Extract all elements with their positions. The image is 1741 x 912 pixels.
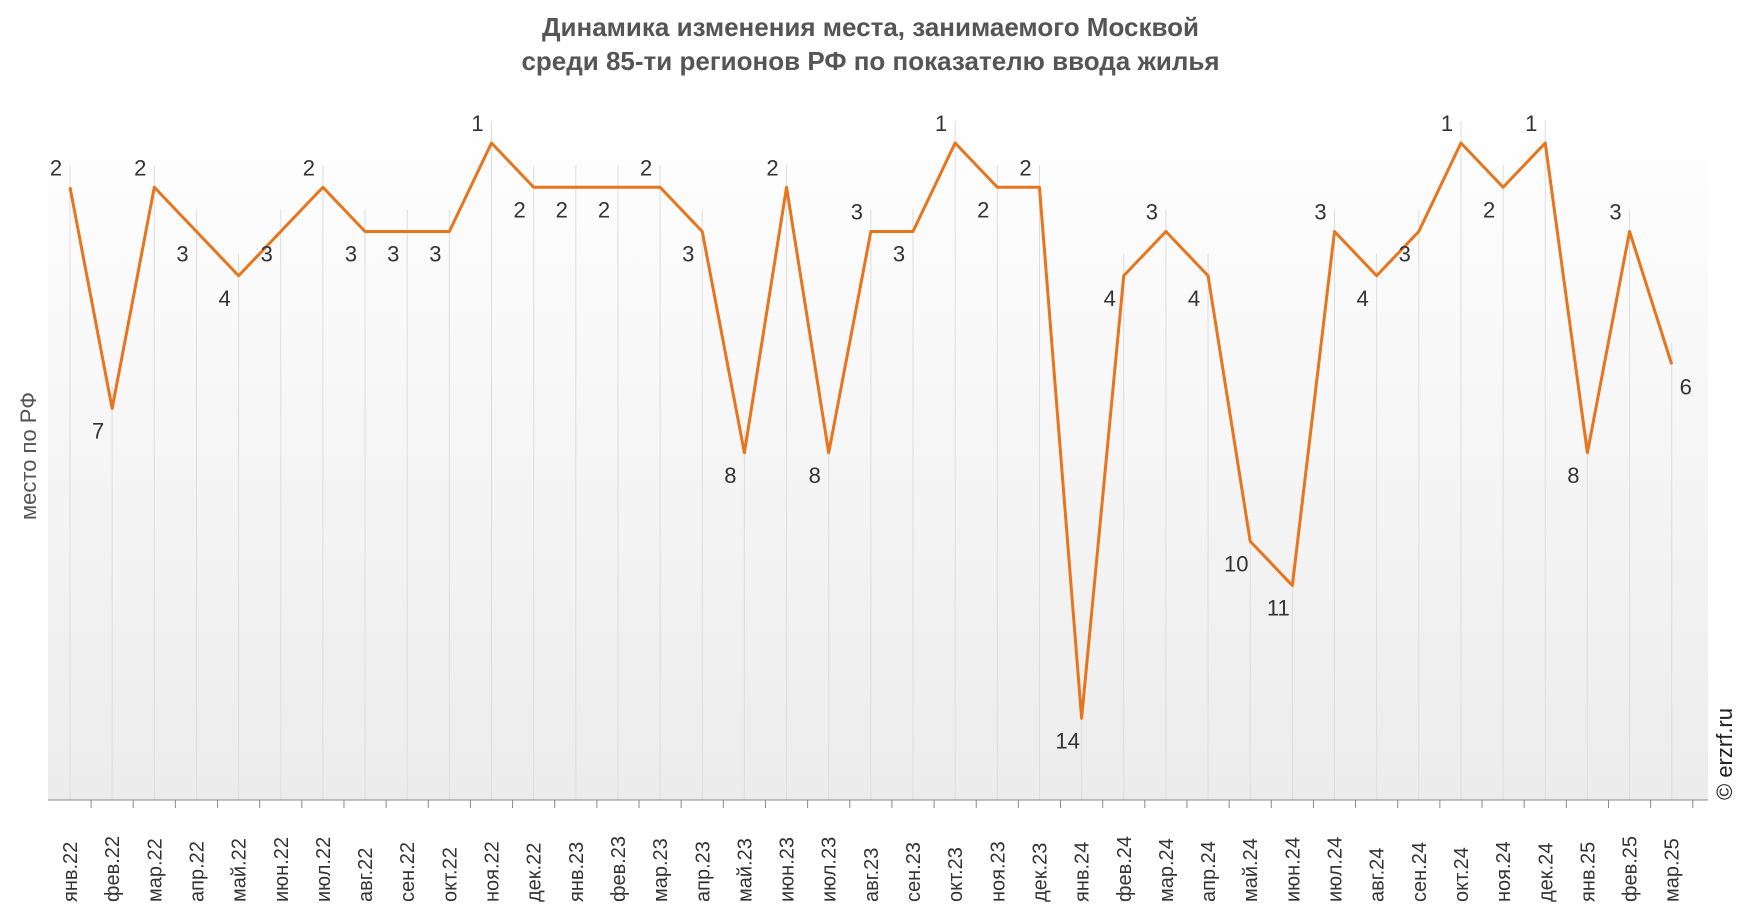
series-polyline xyxy=(68,141,1674,720)
data-label: 8 xyxy=(1567,463,1579,488)
data-label: 3 xyxy=(176,242,188,267)
x-tick-label: мар.22 xyxy=(144,838,166,902)
data-label: 2 xyxy=(598,197,610,222)
plot-area xyxy=(48,100,1708,800)
x-tick-label: янв.23 xyxy=(566,842,588,902)
x-tick-label: июн.22 xyxy=(271,837,293,902)
data-label: 4 xyxy=(218,286,230,311)
data-label: 7 xyxy=(92,419,104,444)
data-label: 4 xyxy=(1357,286,1369,311)
x-tick-label: ноя.22 xyxy=(482,841,504,902)
data-label: 2 xyxy=(514,197,526,222)
x-tick-label: дек.22 xyxy=(524,843,546,902)
data-label: 14 xyxy=(1055,728,1079,753)
x-tick-label: май.23 xyxy=(734,838,756,902)
data-label: 6 xyxy=(1680,374,1692,399)
x-tick-label: май.22 xyxy=(229,838,251,902)
x-tick-label: окт.23 xyxy=(945,847,967,902)
data-label: 10 xyxy=(1224,551,1248,576)
x-tick-label: апр.22 xyxy=(186,841,208,902)
x-tick-label: авг.22 xyxy=(355,848,377,902)
x-tick-label: фев.25 xyxy=(1620,836,1642,902)
data-label: 3 xyxy=(893,242,905,267)
x-tick-label: мар.24 xyxy=(1156,838,1178,902)
x-tick-label: ноя.24 xyxy=(1493,841,1515,902)
data-label: 2 xyxy=(303,155,315,180)
data-label: 1 xyxy=(935,111,947,136)
x-tick-label: сен.23 xyxy=(903,842,925,902)
x-tick-label: дек.24 xyxy=(1535,843,1557,902)
data-label: 1 xyxy=(1525,111,1537,136)
x-tick-label: ноя.23 xyxy=(987,841,1009,902)
x-tick-label: сен.22 xyxy=(397,842,419,902)
chart-title-line2: среди 85-ти регионов РФ по показателю вв… xyxy=(521,46,1220,76)
data-label: 3 xyxy=(682,242,694,267)
data-label: 3 xyxy=(1609,200,1621,225)
data-label: 1 xyxy=(1441,111,1453,136)
chart-title: Динамика изменения места, занимаемого Мо… xyxy=(0,10,1741,78)
x-tick-label: апр.24 xyxy=(1198,841,1220,902)
x-axis-ticks xyxy=(90,800,1694,808)
x-tick-label: авг.23 xyxy=(861,848,883,902)
data-label: 3 xyxy=(345,242,357,267)
x-tick-label: мар.25 xyxy=(1662,838,1684,902)
x-tick-label: фев.22 xyxy=(102,836,124,902)
data-label: 3 xyxy=(1146,200,1158,225)
x-tick-label: июл.22 xyxy=(313,837,335,902)
data-label: 11 xyxy=(1267,596,1290,621)
data-label: 8 xyxy=(724,463,736,488)
data-label: 3 xyxy=(387,242,399,267)
x-tick-label: янв.25 xyxy=(1577,842,1599,902)
x-tick-label: июл.23 xyxy=(819,837,841,902)
watermark: © erzrf.ru xyxy=(1712,708,1737,800)
data-label: 3 xyxy=(1399,242,1411,267)
x-tick-label: мар.23 xyxy=(650,838,672,902)
data-labels: 2 7 2 3 4 3 2 3 3 3 1 2 2 2 2 3 8 2 8 3 3 1 2 2 14 4 3 4 10 11 3 4 3 1 2 1 8… xyxy=(50,111,1692,753)
data-label: 1 xyxy=(471,111,483,136)
x-tick-label: авг.24 xyxy=(1367,848,1389,902)
data-label: 2 xyxy=(134,155,146,180)
x-tick-label: июн.23 xyxy=(777,837,799,902)
y-axis-label: место по РФ xyxy=(16,392,41,520)
x-tick-labels: янв.22 фев.22 мар.22 апр.22 май.22 июн.22 июл.… xyxy=(60,836,1684,902)
series-line xyxy=(68,141,1674,720)
data-label: 2 xyxy=(977,197,989,222)
x-tick-label: янв.24 xyxy=(1072,842,1094,902)
data-label: 2 xyxy=(766,155,778,180)
data-label: 4 xyxy=(1104,286,1116,311)
x-tick-label: фев.23 xyxy=(608,836,630,902)
x-tick-label: сен.24 xyxy=(1409,842,1431,902)
data-label: 8 xyxy=(809,463,821,488)
x-tick-label: фев.24 xyxy=(1114,836,1136,902)
data-label: 3 xyxy=(1314,200,1326,225)
data-label: 2 xyxy=(1483,197,1495,222)
data-label: 2 xyxy=(556,197,568,222)
x-tick-label: янв.22 xyxy=(60,842,82,902)
grid-lines xyxy=(69,121,1673,800)
data-label: 2 xyxy=(50,155,62,180)
x-tick-label: апр.23 xyxy=(692,841,714,902)
x-tick-label: окт.24 xyxy=(1451,847,1473,902)
x-tick-label: окт.22 xyxy=(439,847,461,902)
chart-title-line1: Динамика изменения места, занимаемого Мо… xyxy=(542,12,1199,42)
data-label: 3 xyxy=(851,200,863,225)
data-label: 2 xyxy=(640,155,652,180)
data-label: 4 xyxy=(1188,286,1200,311)
x-tick-label: май.24 xyxy=(1240,838,1262,902)
x-tick-label: дек.23 xyxy=(1029,843,1051,902)
x-tick-label: июн.24 xyxy=(1282,837,1304,902)
data-label: 2 xyxy=(1019,155,1031,180)
data-label: 3 xyxy=(429,242,441,267)
x-tick-label: июл.24 xyxy=(1325,837,1347,902)
data-label: 3 xyxy=(261,242,273,267)
